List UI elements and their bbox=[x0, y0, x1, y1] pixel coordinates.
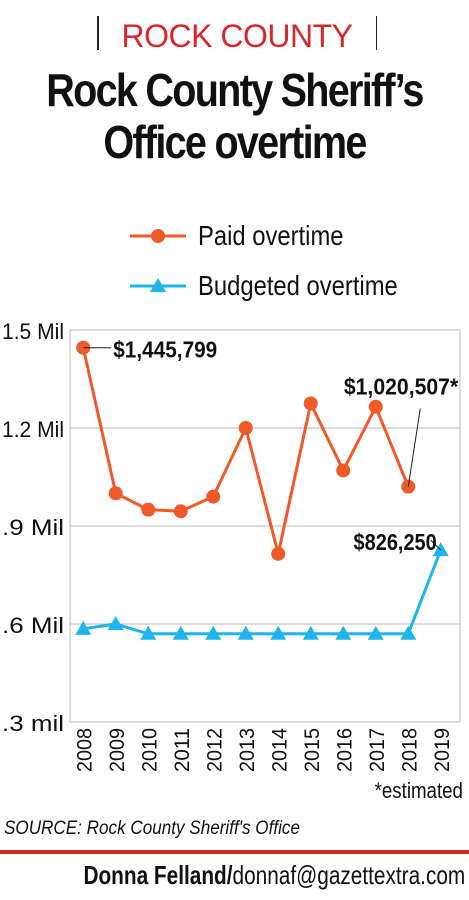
x-tick-label: 2011 bbox=[171, 728, 194, 772]
data-point-budgeted bbox=[400, 625, 417, 640]
kicker-left-bar bbox=[97, 16, 99, 50]
data-point-paid bbox=[271, 546, 286, 561]
data-point-budgeted bbox=[302, 625, 319, 640]
data-point-paid bbox=[238, 421, 253, 435]
x-tick-label: 2017 bbox=[366, 728, 389, 772]
x-tick-label: 2016 bbox=[333, 728, 356, 772]
data-point-budgeted bbox=[107, 616, 124, 630]
divider-rule bbox=[0, 850, 469, 854]
data-label: $1,020,507* bbox=[344, 374, 458, 400]
data-point-budgeted bbox=[237, 625, 254, 640]
chart-title: Rock County Sheriff’s Office overtime bbox=[46, 64, 424, 168]
paid-legend-marker-icon bbox=[130, 229, 186, 243]
data-point-budgeted bbox=[140, 625, 157, 640]
y-tick-label: 1.2 Mil bbox=[2, 417, 64, 442]
data-point-budgeted bbox=[335, 625, 352, 640]
y-tick-label: .9 Mil bbox=[2, 515, 64, 540]
x-tick-label: 2014 bbox=[268, 728, 291, 772]
credit-email: donnaf@gazettextra.com bbox=[232, 860, 465, 890]
x-tick-label: 2012 bbox=[203, 728, 226, 772]
data-label: $1,445,799 bbox=[113, 337, 217, 363]
x-tick-label: 2009 bbox=[106, 728, 129, 772]
data-point-paid bbox=[173, 504, 188, 519]
x-tick-label: 2010 bbox=[138, 728, 161, 772]
data-point-paid bbox=[368, 399, 383, 414]
x-tick-label: 2015 bbox=[301, 728, 324, 772]
x-tick-label: 2013 bbox=[236, 728, 259, 772]
annotation-leader bbox=[407, 408, 421, 487]
budgeted-legend-marker-icon bbox=[130, 278, 186, 292]
data-point-paid bbox=[141, 502, 156, 517]
legend-label-paid: Paid overtime bbox=[198, 220, 344, 251]
data-point-budgeted bbox=[367, 625, 384, 640]
data-point-budgeted bbox=[205, 625, 222, 640]
data-point-budgeted bbox=[75, 620, 92, 635]
line-chart: 1.5 Mil 1.2 Mil .9 Mil .6 Mil .3 mil 2008 2009… bbox=[2, 319, 461, 772]
data-point-paid bbox=[401, 479, 416, 494]
data-point-paid bbox=[336, 463, 351, 478]
credit-name: Donna Felland/ bbox=[83, 860, 233, 890]
x-tick-label: 2008 bbox=[73, 728, 96, 772]
data-point-budgeted bbox=[172, 625, 189, 640]
estimated-note: *estimated bbox=[374, 778, 463, 803]
kicker-box: ROCK COUNTY bbox=[97, 12, 377, 56]
legend-item-paid: Paid overtime bbox=[130, 216, 450, 256]
source-note: SOURCE: Rock County Sheriff's Office bbox=[4, 818, 300, 839]
annotation-leader bbox=[430, 539, 442, 551]
data-point-paid bbox=[108, 486, 123, 501]
data-point-paid bbox=[303, 396, 318, 411]
kicker: ROCK COUNTY bbox=[121, 18, 353, 54]
legend-label-budgeted: Budgeted overtime bbox=[198, 270, 398, 301]
data-point-budgeted bbox=[270, 625, 287, 640]
x-tick-label: 2018 bbox=[398, 728, 421, 772]
legend-item-budgeted: Budgeted overtime bbox=[130, 266, 450, 306]
data-point-paid bbox=[206, 489, 221, 504]
y-tick-label: 1.5 Mil bbox=[2, 319, 64, 344]
data-point-budgeted bbox=[432, 542, 449, 557]
x-tick-label: 2019 bbox=[431, 728, 454, 772]
series-line-budgeted bbox=[83, 549, 443, 636]
y-tick-label: .6 Mil bbox=[2, 613, 64, 638]
y-tick-label: .3 mil bbox=[2, 711, 64, 736]
kicker-right-bar bbox=[375, 16, 377, 50]
data-label: $826,250 bbox=[354, 529, 437, 555]
credit-line: Donna Felland/donnaf@gazettextra.com bbox=[83, 860, 465, 891]
